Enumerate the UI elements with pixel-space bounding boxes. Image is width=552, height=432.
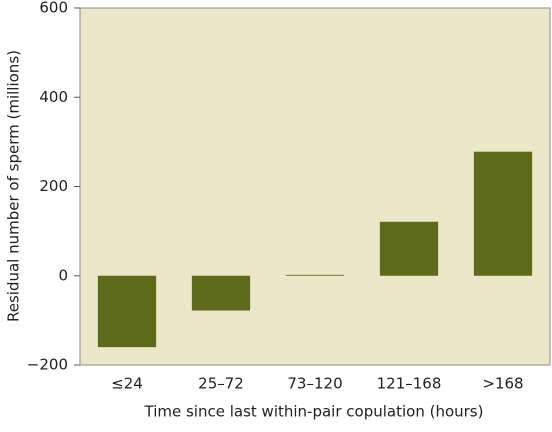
bar: [285, 274, 345, 276]
x-tick-label: 73–120: [287, 375, 342, 393]
x-tick-label: ≤24: [111, 375, 143, 393]
bar: [97, 275, 157, 348]
y-tick-label: 200: [39, 177, 68, 195]
x-tick-label: >168: [482, 375, 523, 393]
y-tick-label: 600: [39, 0, 68, 17]
bar: [191, 275, 251, 311]
x-tick-label: 25–72: [198, 375, 244, 393]
y-tick-label: 0: [58, 266, 68, 284]
x-axis-label: Time since last within-pair copulation (…: [144, 403, 484, 421]
bar: [473, 151, 533, 276]
plot-area: [79, 7, 551, 366]
x-tick-label: 121–168: [377, 375, 442, 393]
y-tick-label: 400: [39, 88, 68, 106]
y-tick-label: −200: [27, 356, 68, 374]
y-axis-label: Residual number of sperm (millions): [5, 50, 23, 322]
bar: [379, 221, 439, 276]
